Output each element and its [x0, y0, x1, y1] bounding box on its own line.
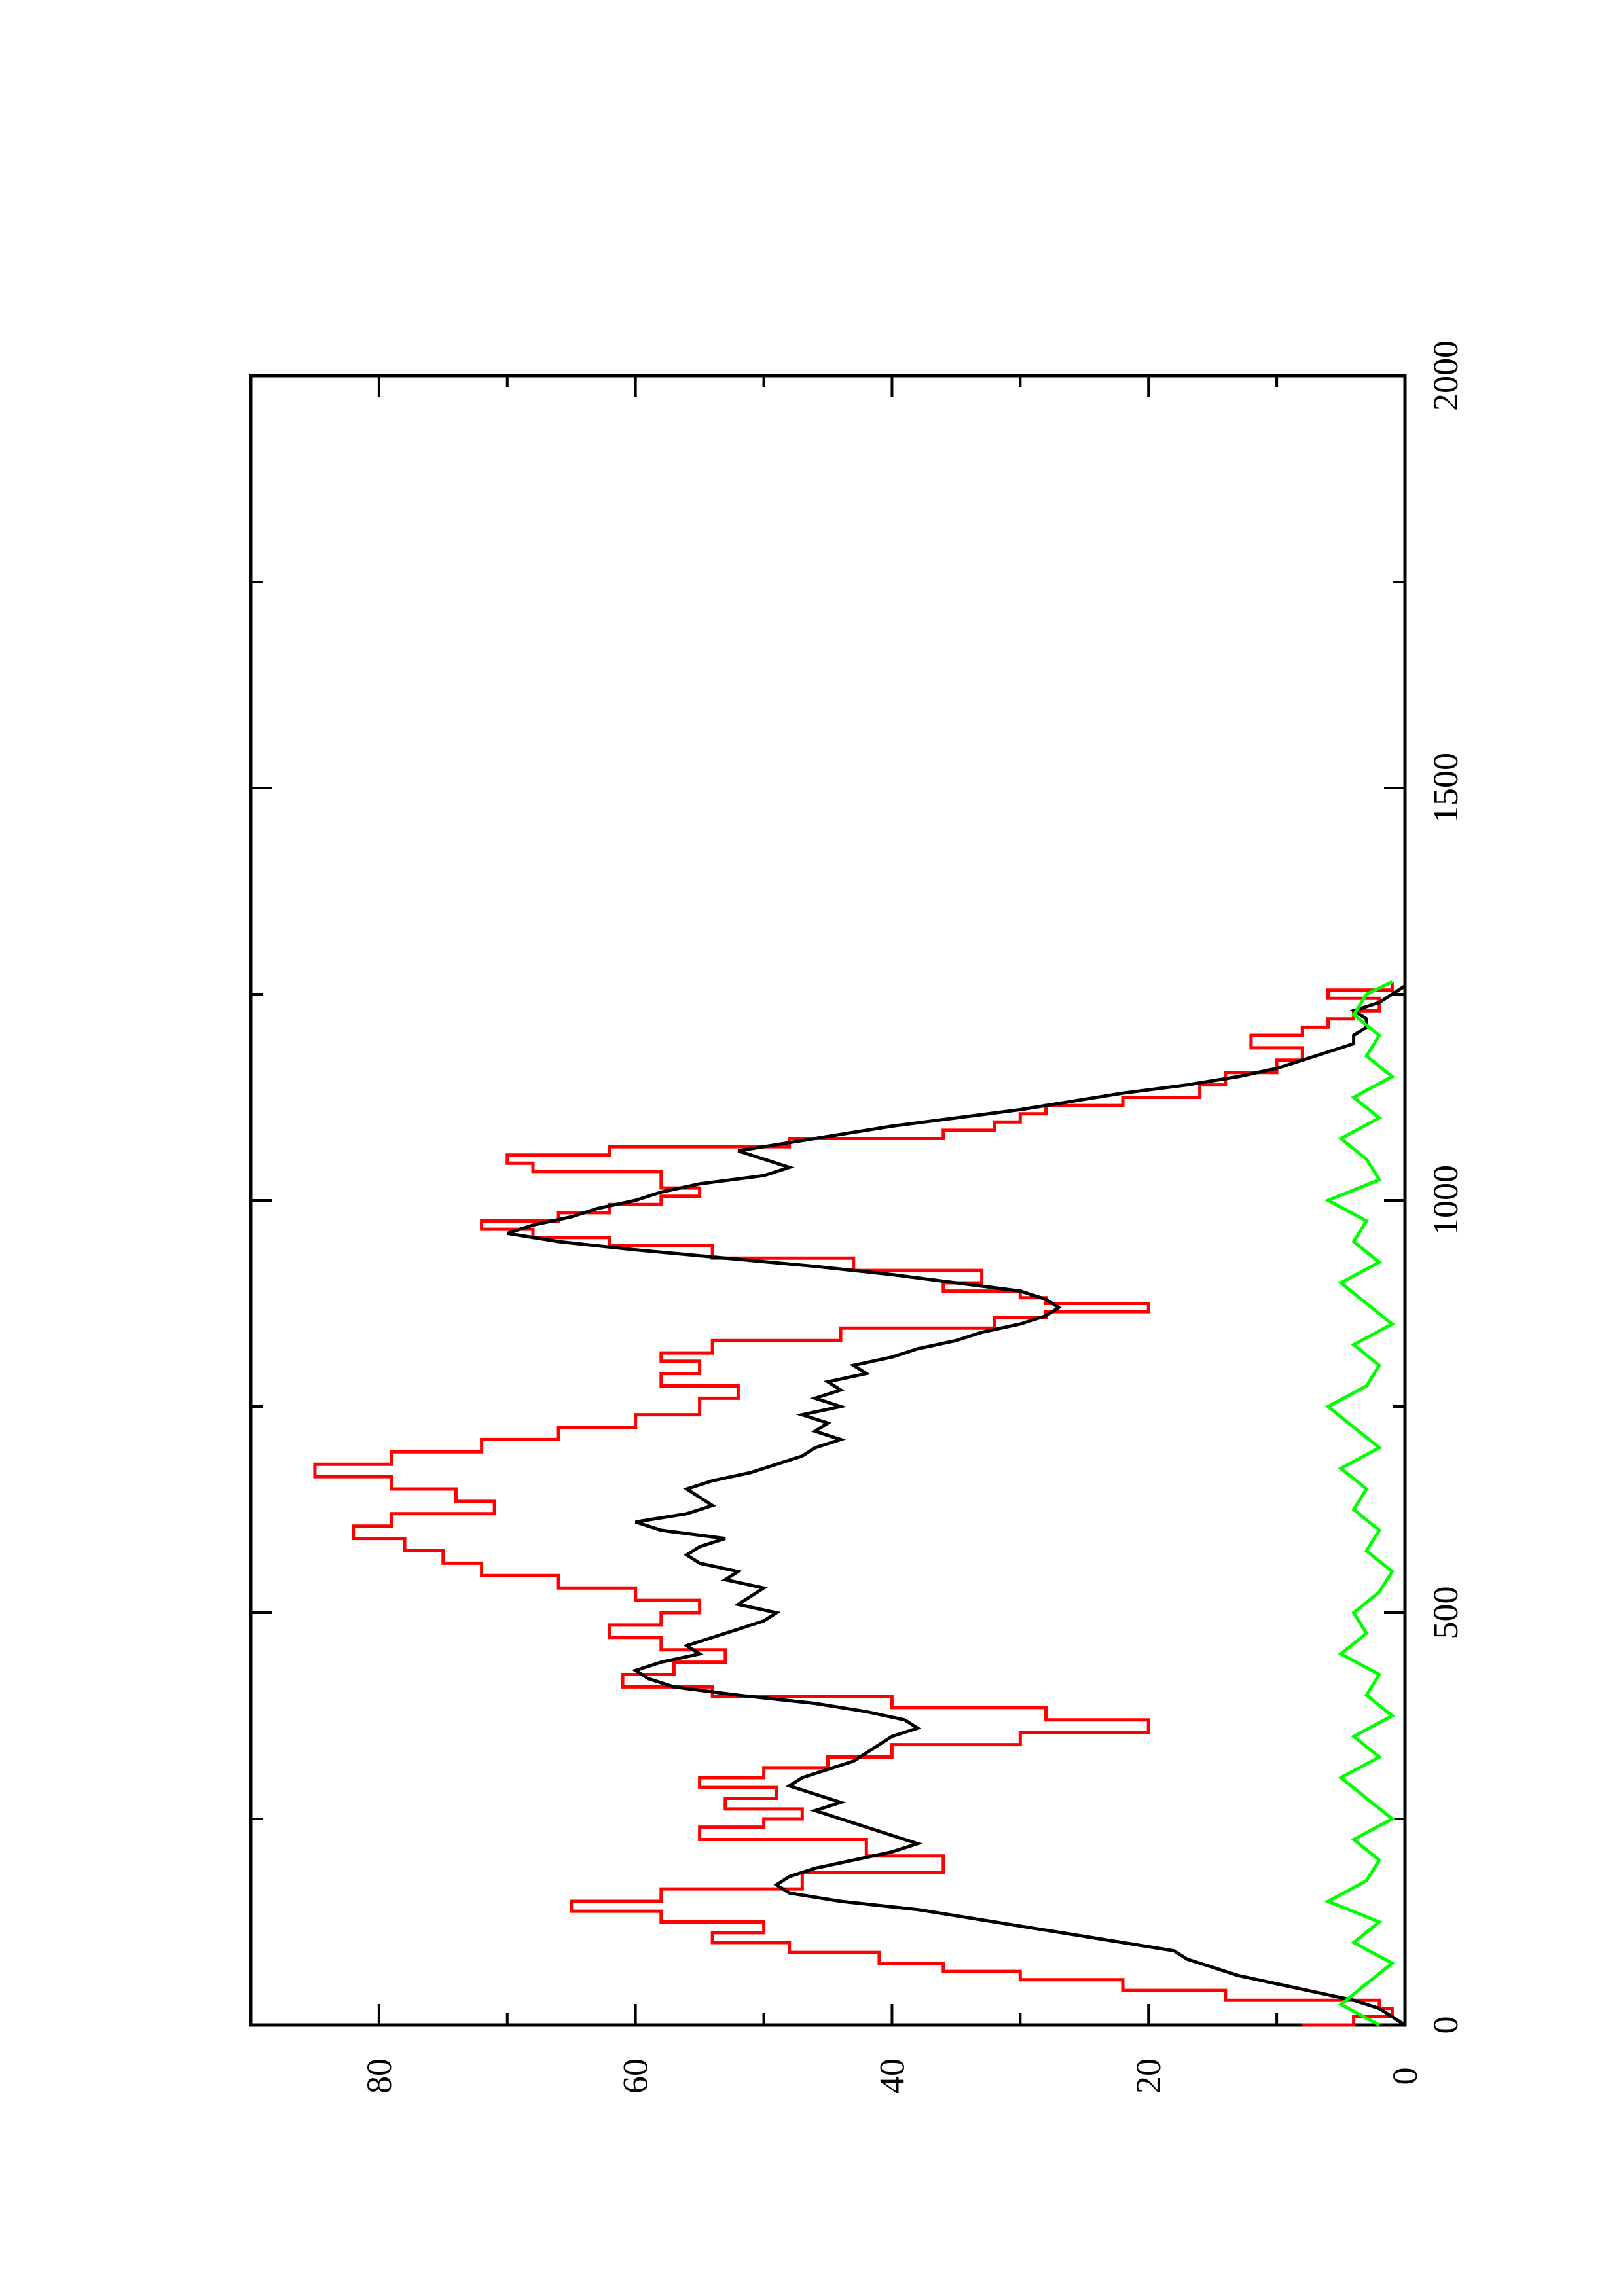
- y-tick-label: 0: [1385, 2068, 1425, 2085]
- series-line-0: [313, 982, 1394, 2027]
- x-tick-label: 500: [1426, 1587, 1465, 1640]
- y-tick-label: 60: [616, 2058, 655, 2094]
- y-tick-labels: 0 20 40 60 80: [359, 2058, 1425, 2094]
- y-tick-label: 80: [359, 2058, 399, 2094]
- x-tick-label: 2000: [1426, 340, 1465, 411]
- x-tick-label: 0: [1426, 2017, 1465, 2034]
- x-tick-label: 1000: [1426, 1165, 1465, 1236]
- plot-frame: [249, 374, 1407, 2027]
- x-tick-label: 1500: [1426, 753, 1465, 823]
- series-line-2: [1324, 980, 1395, 2027]
- series-line-1: [507, 984, 1406, 2027]
- axis-ticks: [251, 374, 1406, 2026]
- plot-area: [249, 374, 1407, 2027]
- y-tick-label: 40: [872, 2058, 911, 2094]
- y-tick-label: 20: [1129, 2058, 1168, 2094]
- x-tick-labels: 0 500 1000 1500 2000: [1426, 340, 1465, 2034]
- series-lines: [313, 980, 1406, 2027]
